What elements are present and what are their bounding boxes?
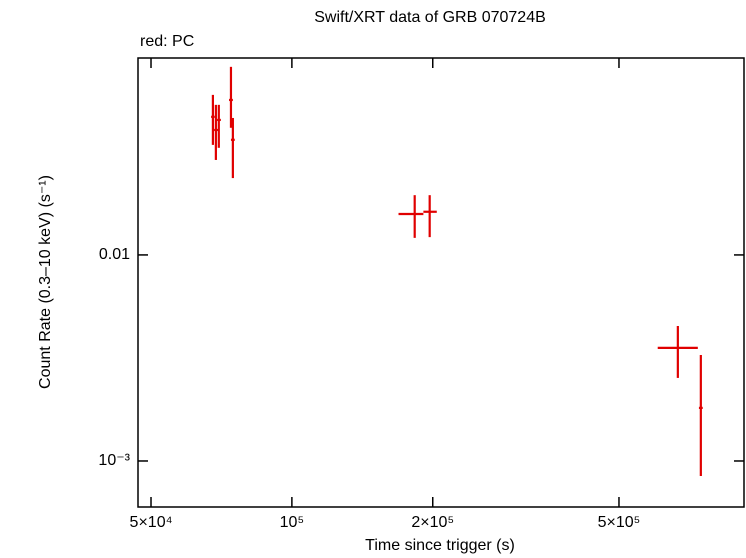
x-axis-label: Time since trigger (s)	[365, 537, 515, 554]
x-tick-label: 2×10⁵	[411, 514, 454, 531]
x-tick-label: 10⁵	[280, 514, 304, 531]
x-tick-label: 5×10⁵	[598, 514, 641, 531]
chart-subtitle: red: PC	[140, 33, 194, 50]
y-tick-label: 10⁻³	[98, 452, 130, 469]
plot-frame	[137, 57, 745, 508]
chart-title: Swift/XRT data of GRB 070724B	[314, 9, 546, 26]
x-tick-label: 5×10⁴	[130, 514, 173, 531]
y-tick-label: 0.01	[99, 246, 130, 263]
y-axis-label: Count Rate (0.3–10 keV) (s⁻¹)	[37, 175, 54, 389]
